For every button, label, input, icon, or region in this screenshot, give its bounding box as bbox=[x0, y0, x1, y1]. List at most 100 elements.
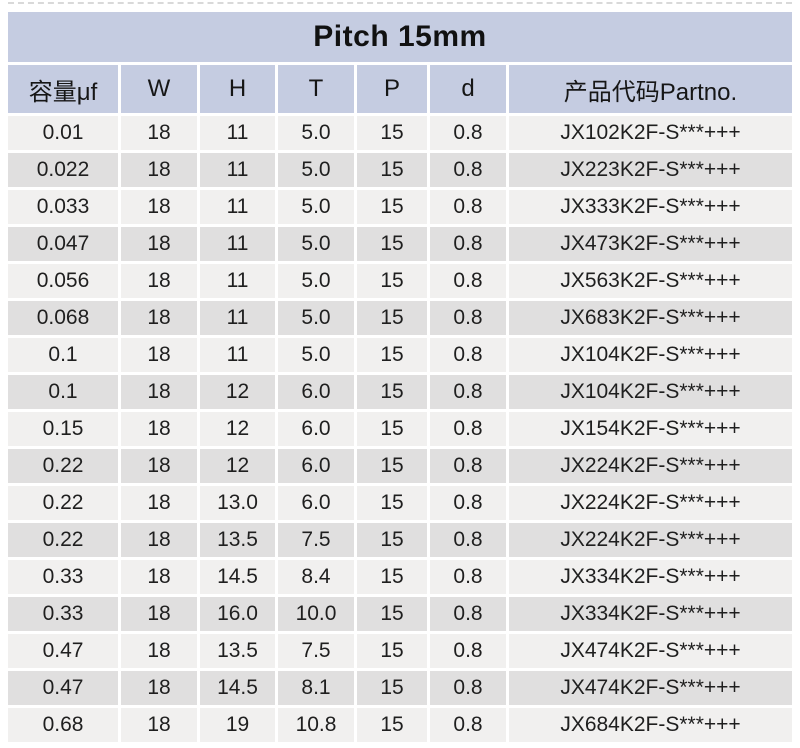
table-cell-d: 0.8 bbox=[430, 560, 506, 594]
table-cell-d: 0.8 bbox=[430, 449, 506, 483]
table-cell-p: 15 bbox=[357, 264, 427, 298]
table-cell-h: 13.0 bbox=[200, 486, 275, 520]
top-dashed-divider bbox=[8, 2, 792, 9]
table-cell-partno: JX224K2F-S***+++ bbox=[509, 523, 792, 557]
table-cell-t: 5.0 bbox=[278, 116, 354, 150]
table-cell-partno: JX474K2F-S***+++ bbox=[509, 671, 792, 705]
table-row: 0.47 18 13.5 7.5 15 0.8 JX474K2F-S***+++ bbox=[8, 634, 792, 668]
table-cell-t: 7.5 bbox=[278, 523, 354, 557]
table-cell-partno: JX474K2F-S***+++ bbox=[509, 634, 792, 668]
table-cell-t: 7.5 bbox=[278, 634, 354, 668]
table-cell-h: 14.5 bbox=[200, 671, 275, 705]
table-cell-capacity: 0.047 bbox=[8, 227, 118, 261]
table-row: 0.47 18 14.5 8.1 15 0.8 JX474K2F-S***+++ bbox=[8, 671, 792, 705]
table-cell-t: 5.0 bbox=[278, 264, 354, 298]
table-cell-partno: JX104K2F-S***+++ bbox=[509, 338, 792, 372]
table-row: 0.01 18 11 5.0 15 0.8 JX102K2F-S***+++ bbox=[8, 116, 792, 150]
table-cell-t: 8.4 bbox=[278, 560, 354, 594]
table-cell-capacity: 0.068 bbox=[8, 301, 118, 335]
table-cell-partno: JX104K2F-S***+++ bbox=[509, 375, 792, 409]
table-cell-w: 18 bbox=[121, 375, 197, 409]
table-cell-capacity: 0.22 bbox=[8, 486, 118, 520]
table-cell-t: 5.0 bbox=[278, 153, 354, 187]
table-cell-h: 11 bbox=[200, 338, 275, 372]
table-cell-h: 11 bbox=[200, 153, 275, 187]
table-cell-p: 15 bbox=[357, 375, 427, 409]
table-row: 0.033 18 11 5.0 15 0.8 JX333K2F-S***+++ bbox=[8, 190, 792, 224]
table-cell-d: 0.8 bbox=[430, 412, 506, 446]
table-cell-h: 11 bbox=[200, 264, 275, 298]
table-cell-capacity: 0.33 bbox=[8, 597, 118, 631]
table-cell-partno: JX154K2F-S***+++ bbox=[509, 412, 792, 446]
table-cell-capacity: 0.47 bbox=[8, 671, 118, 705]
table-cell-d: 0.8 bbox=[430, 708, 506, 742]
table-cell-w: 18 bbox=[121, 523, 197, 557]
table-cell-w: 18 bbox=[121, 301, 197, 335]
table-cell-partno: JX334K2F-S***+++ bbox=[509, 560, 792, 594]
table-cell-p: 15 bbox=[357, 412, 427, 446]
table-cell-h: 11 bbox=[200, 301, 275, 335]
table-cell-d: 0.8 bbox=[430, 301, 506, 335]
table-cell-w: 18 bbox=[121, 227, 197, 261]
table-cell-w: 18 bbox=[121, 153, 197, 187]
table-cell-h: 11 bbox=[200, 116, 275, 150]
table-row: 0.1 18 12 6.0 15 0.8 JX104K2F-S***+++ bbox=[8, 375, 792, 409]
table-row: 0.022 18 11 5.0 15 0.8 JX223K2F-S***+++ bbox=[8, 153, 792, 187]
table-cell-capacity: 0.1 bbox=[8, 338, 118, 372]
table-cell-w: 18 bbox=[121, 560, 197, 594]
table-cell-h: 13.5 bbox=[200, 634, 275, 668]
table-cell-p: 15 bbox=[357, 634, 427, 668]
column-header-t: T bbox=[278, 65, 354, 113]
table-cell-w: 18 bbox=[121, 486, 197, 520]
table-cell-w: 18 bbox=[121, 671, 197, 705]
table-cell-p: 15 bbox=[357, 708, 427, 742]
table-cell-p: 15 bbox=[357, 486, 427, 520]
column-header-d: d bbox=[430, 65, 506, 113]
table-cell-h: 14.5 bbox=[200, 560, 275, 594]
column-header-capacity: 容量μf bbox=[8, 65, 118, 113]
table-cell-t: 8.1 bbox=[278, 671, 354, 705]
table-cell-t: 6.0 bbox=[278, 486, 354, 520]
table-row: 0.1 18 11 5.0 15 0.8 JX104K2F-S***+++ bbox=[8, 338, 792, 372]
table-cell-w: 18 bbox=[121, 449, 197, 483]
table-cell-d: 0.8 bbox=[430, 264, 506, 298]
table-cell-partno: JX684K2F-S***+++ bbox=[509, 708, 792, 742]
table-cell-p: 15 bbox=[357, 449, 427, 483]
table-row: 0.22 18 13.5 7.5 15 0.8 JX224K2F-S***+++ bbox=[8, 523, 792, 557]
table-cell-h: 11 bbox=[200, 227, 275, 261]
table-cell-partno: JX563K2F-S***+++ bbox=[509, 264, 792, 298]
table-cell-p: 15 bbox=[357, 227, 427, 261]
table-row: 0.22 18 13.0 6.0 15 0.8 JX224K2F-S***+++ bbox=[8, 486, 792, 520]
column-header-w: W bbox=[121, 65, 197, 113]
table-cell-w: 18 bbox=[121, 597, 197, 631]
table-cell-p: 15 bbox=[357, 523, 427, 557]
table-cell-d: 0.8 bbox=[430, 486, 506, 520]
table-cell-w: 18 bbox=[121, 634, 197, 668]
table-cell-d: 0.8 bbox=[430, 597, 506, 631]
table-cell-w: 18 bbox=[121, 708, 197, 742]
table-cell-t: 6.0 bbox=[278, 412, 354, 446]
table-cell-p: 15 bbox=[357, 338, 427, 372]
table-cell-d: 0.8 bbox=[430, 190, 506, 224]
table-row: 0.068 18 11 5.0 15 0.8 JX683K2F-S***+++ bbox=[8, 301, 792, 335]
table-cell-partno: JX333K2F-S***+++ bbox=[509, 190, 792, 224]
table-row: 0.68 18 19 10.8 15 0.8 JX684K2F-S***+++ bbox=[8, 708, 792, 742]
table-cell-d: 0.8 bbox=[430, 634, 506, 668]
table-row: 0.22 18 12 6.0 15 0.8 JX224K2F-S***+++ bbox=[8, 449, 792, 483]
table-cell-t: 10.0 bbox=[278, 597, 354, 631]
table-cell-p: 15 bbox=[357, 560, 427, 594]
table-cell-p: 15 bbox=[357, 671, 427, 705]
table-cell-capacity: 0.022 bbox=[8, 153, 118, 187]
table-cell-h: 12 bbox=[200, 375, 275, 409]
table-title: Pitch 15mm bbox=[8, 12, 792, 62]
table-cell-h: 13.5 bbox=[200, 523, 275, 557]
table-cell-capacity: 0.033 bbox=[8, 190, 118, 224]
table-cell-capacity: 0.22 bbox=[8, 523, 118, 557]
table-row: 0.047 18 11 5.0 15 0.8 JX473K2F-S***+++ bbox=[8, 227, 792, 261]
table-cell-d: 0.8 bbox=[430, 671, 506, 705]
table-cell-partno: JX473K2F-S***+++ bbox=[509, 227, 792, 261]
table-cell-d: 0.8 bbox=[430, 523, 506, 557]
table-cell-h: 11 bbox=[200, 190, 275, 224]
